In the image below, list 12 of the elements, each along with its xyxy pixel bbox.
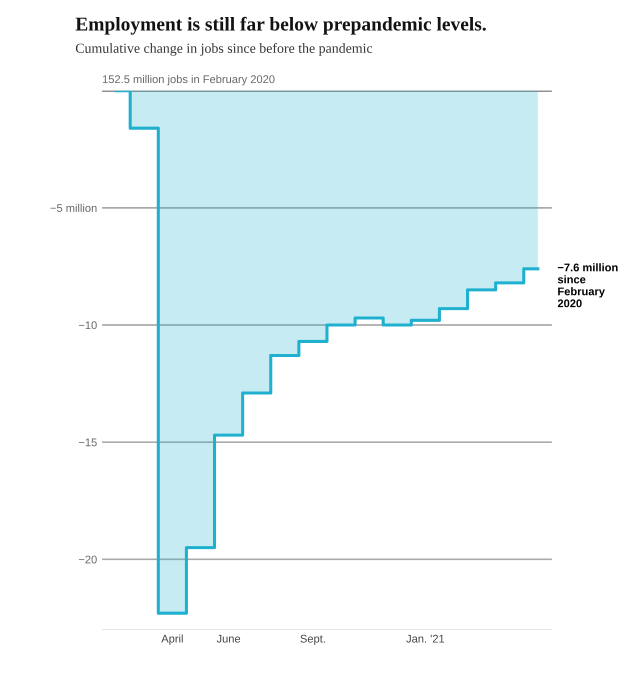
chart-subtitle: Cumulative change in jobs since before the pandemic [76,43,372,56]
x-tick-label: Jan. '21 [406,634,444,643]
y-tick-label: −5 million [50,204,96,212]
text: 152.5 million jobs in February 2020 [102,74,275,86]
chart-title: Employment is still far below prepandemic levels. [76,16,486,35]
y-tick-label: −10 [78,321,97,330]
text: −7.6 million since February 2020 [558,263,618,308]
y-tick-label: −20 [78,556,97,564]
x-tick-label: June [216,634,240,643]
x-tick-label: Sept. [300,634,325,645]
y-tick-label: −15 [78,438,97,446]
x-tick-label: April [161,634,183,645]
